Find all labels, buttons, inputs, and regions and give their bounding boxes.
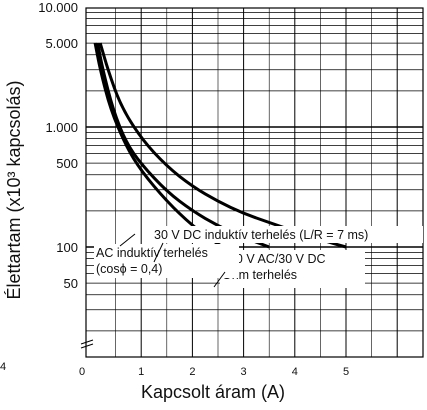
leader-dc-inductive [153, 242, 164, 263]
annotation-ohm-line1: 250 V AC/30 V DC [222, 252, 326, 266]
leader-ac-inductive [119, 233, 136, 247]
plot-frame [85, 7, 424, 358]
y-tick-label: 500 [56, 156, 78, 171]
x-tick-label: 0 [79, 366, 85, 378]
leader-ohm [213, 271, 226, 288]
annotation-ac-inductive-line1: AC induktív terhelés [96, 246, 208, 260]
annotation-box-ac-inductive [94, 244, 239, 278]
axis-break-mark [80, 343, 94, 349]
y-tick-label: 5.000 [45, 36, 78, 51]
axis-break-mark [80, 339, 94, 345]
y-tick-label: 10.000 [38, 0, 78, 15]
x-tick-label: 3 [241, 366, 247, 378]
annotation-box-ohm [220, 250, 365, 288]
left-edge-label: 4 [0, 361, 6, 373]
annotation-ac-inductive-line2: (cosϕ = 0,4) [96, 262, 162, 276]
x-axis-title: Kapcsolt áram (A) [141, 382, 285, 402]
x-tick-label: 4 [292, 366, 298, 378]
grid [85, 7, 424, 358]
annotation-ohm-line2: Ohm terhelés [222, 268, 297, 282]
x-tick-label: 1 [138, 366, 144, 378]
y-axis-title: Élettartam (x10³ kapcsolás) [4, 80, 24, 299]
y-tick-label: 50 [64, 276, 78, 291]
annotation-dc-inductive: 30 V DC induktív terhelés (L/R = 7 ms) [154, 228, 368, 242]
y-tick-label: 100 [56, 240, 78, 255]
y-tick-label: 1.000 [45, 120, 78, 135]
x-tick-label: 2 [189, 366, 195, 378]
curve-series-2 [98, 42, 347, 249]
annotation-box-dc-inductive [151, 226, 423, 243]
x-tick-label: 5 [343, 366, 349, 378]
